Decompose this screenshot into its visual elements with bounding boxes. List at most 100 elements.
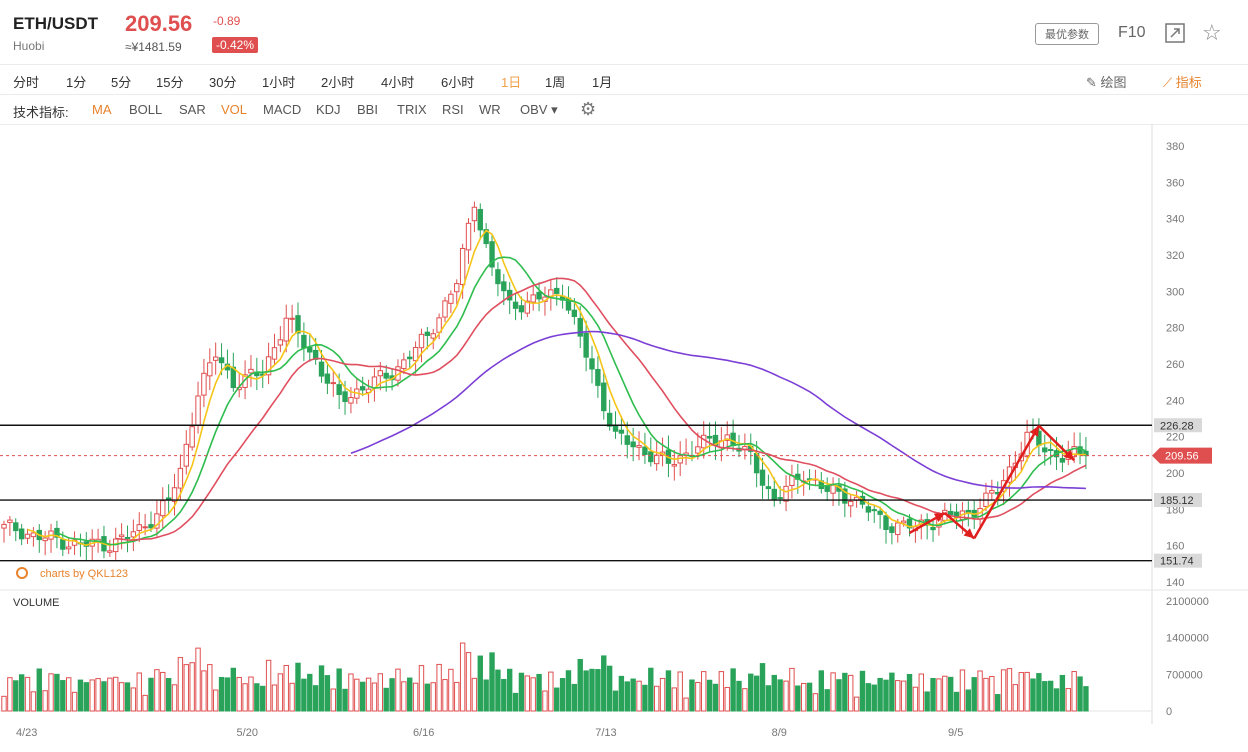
candle-body [524,300,531,314]
ind-sar[interactable]: SAR [179,102,206,117]
volume-bar [424,683,431,712]
volume-bar [501,678,507,712]
candle-body [989,489,995,494]
volume-bar [1059,674,1066,712]
volume-bar [230,667,237,712]
volume-bar [942,675,948,712]
volume-bar [706,679,713,712]
volume-bar [842,672,848,712]
volume-bar [812,693,819,712]
ind-kdj[interactable]: KDJ [316,102,341,117]
volume-bar [118,682,125,712]
volume-bar [1077,676,1083,712]
ind-wr[interactable]: WR [479,102,501,117]
volume-bar [212,689,219,712]
volume-bar [836,679,842,712]
price-chart[interactable]: 140 160 180 200 220 240 260 280 300 320 340 360 380 0… [0,124,1248,752]
volume-bar [312,685,319,712]
ind-vol[interactable]: VOL [221,102,248,117]
tf-1mo[interactable]: 1月 [592,75,613,90]
ind-macd[interactable]: MACD [263,102,302,117]
tf-1d[interactable]: 1日 [501,75,522,90]
candle-body [724,434,730,441]
candle-body [142,526,148,529]
f10-button[interactable]: F10 [1118,24,1146,41]
fullscreen-icon[interactable] [1165,23,1185,43]
volume-bar [389,678,395,712]
candle-body [160,500,166,517]
volume-bar [953,691,960,712]
candle-body [442,300,448,318]
volume-bar [430,682,436,712]
volume-bar [30,691,37,712]
ind-obv-label: OBV [520,102,548,117]
ind-rsi[interactable]: RSI [442,102,464,117]
volume-bar [789,667,795,712]
candle-body [418,333,425,349]
volume-bar [330,688,336,712]
optimal-params-button[interactable]: 最优参数 [1035,23,1099,45]
tf-30m[interactable]: 30分 [209,75,237,90]
volume-bar [18,674,25,712]
volume-bar [806,682,813,712]
candle-body [583,332,589,358]
candle-body [571,309,578,317]
ind-bbi[interactable]: BBI [357,102,378,117]
volume-bar [889,672,895,712]
volume-bar [859,670,866,712]
candle-body [465,222,472,251]
indicators-button[interactable]: ⟋ 指标 [1163,72,1202,91]
volume-bar [354,678,360,712]
tf-4h[interactable]: 4小时 [381,75,415,90]
tf-2h[interactable]: 2小时 [321,75,355,90]
candle-body [412,347,419,362]
volume-bar [65,677,72,712]
volume-bar [989,676,995,712]
tf-1h[interactable]: 1小时 [262,75,296,90]
volume-bar [371,682,378,712]
gear-icon[interactable]: ⚙ [580,99,597,119]
volume-bar [518,672,525,712]
tf-15m[interactable]: 15分 [156,75,184,90]
volume-bar [42,690,48,712]
volume-bar [471,677,478,712]
candle-body [124,536,131,539]
candle-body [430,333,436,339]
volume-bar [271,684,278,712]
volume-bar [612,690,619,712]
volume-bar [236,676,242,712]
tf-1m[interactable]: 1分 [66,75,87,90]
ind-trix[interactable]: TRIX [397,102,427,117]
candle-body [401,359,407,369]
candle-body [195,395,201,426]
ind-obv[interactable]: OBV ▾ [520,102,558,118]
price-tick-label: 380 [1166,141,1184,153]
volume-bar [618,675,625,712]
candle-body [900,520,907,524]
volume-bar [824,689,830,712]
tf-5m[interactable]: 5分 [111,75,132,90]
price-tick-label: 320 [1166,250,1184,262]
volume-bar [1018,672,1024,712]
trend-arrow-head [963,528,975,539]
candle-body [289,317,295,320]
volume-bar [77,679,84,712]
candle-body [7,519,13,523]
ma-line-ma20 [115,277,1087,541]
ind-boll[interactable]: BOLL [129,102,163,117]
candle-body [407,356,413,360]
volume-bar [1071,671,1077,712]
tf-6h[interactable]: 6小时 [441,75,475,90]
favorite-star-icon[interactable]: ☆ [1202,20,1222,45]
tf-1w[interactable]: 1周 [545,75,566,90]
qkl-logo-icon [16,567,28,579]
volume-bar [930,677,936,712]
volume-bar [601,655,607,712]
volume-bar [848,674,854,712]
volume-bar [412,682,419,712]
ind-ma[interactable]: MA [92,102,112,117]
draw-tool-button[interactable]: ✎ 绘图 [1086,72,1127,91]
tf-fenshi[interactable]: 分时 [13,75,40,90]
candle-body [377,370,384,377]
volume-bar [365,677,372,712]
